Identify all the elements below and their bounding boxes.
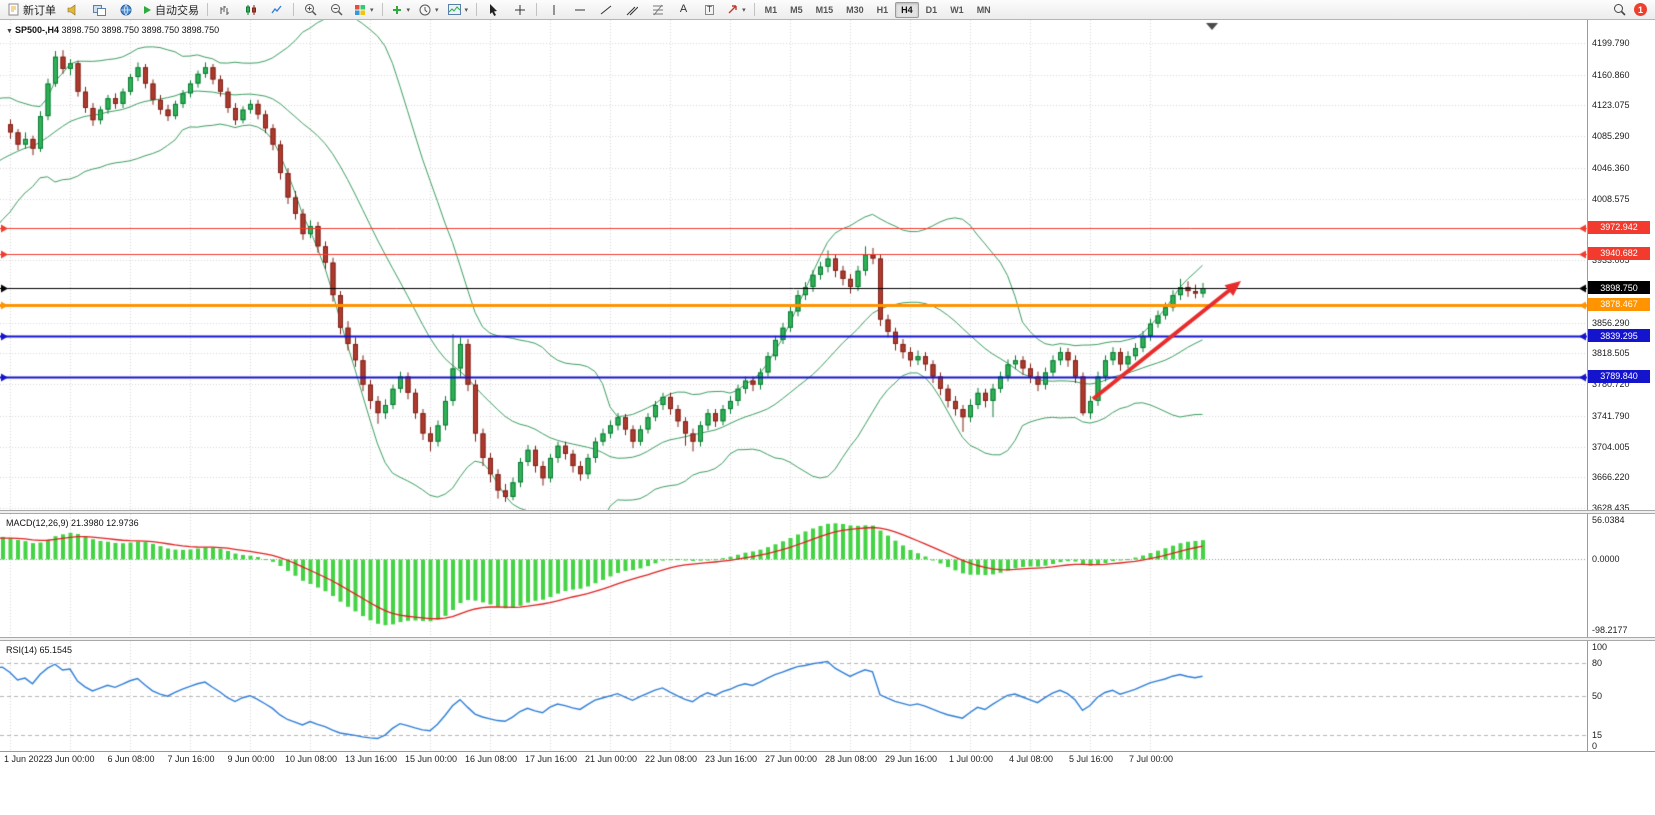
text-tool-button[interactable]: A xyxy=(671,0,696,19)
chevron-down-icon: ▾ xyxy=(464,6,469,14)
fibonacci-icon xyxy=(652,4,664,16)
search-icon xyxy=(1613,3,1626,16)
notification-badge[interactable]: 1 xyxy=(1634,3,1647,16)
sound-button[interactable] xyxy=(61,0,86,19)
ohlc-values: 3898.750 3898.750 3898.750 3898.750 xyxy=(61,25,220,35)
crosshair-icon xyxy=(514,4,526,16)
bar-chart-mode-button[interactable] xyxy=(212,0,237,19)
timeframe-button-M5[interactable]: M5 xyxy=(790,4,803,15)
new-order-label: 新订单 xyxy=(23,4,56,17)
windows-icon xyxy=(93,4,106,16)
label-tool-button[interactable]: T xyxy=(697,0,722,19)
trendline-tool-button[interactable] xyxy=(593,0,618,19)
timeframe-button-M1[interactable]: M1 xyxy=(764,4,778,15)
channel-tool-button[interactable] xyxy=(619,0,644,19)
play-icon xyxy=(143,5,152,15)
timeframe-group: M1 M5 M15 M30 H1 H4 D1 W1 MN xyxy=(759,1,997,18)
web-button[interactable] xyxy=(113,0,138,19)
toolbar-separator xyxy=(536,3,538,16)
chevron-down-icon: ▾ xyxy=(370,6,374,14)
new-order-button[interactable]: 新订单 xyxy=(4,0,60,19)
line-chart-mode-button[interactable] xyxy=(264,0,289,19)
chart-dropdown-icon: ▼ xyxy=(6,28,13,35)
price-axis-separator xyxy=(1587,20,1588,751)
timeframe-button-H1[interactable]: H1 xyxy=(876,4,889,15)
rsi-title: RSI(14) 65.1545 xyxy=(6,645,72,655)
globe-icon xyxy=(120,4,132,16)
candle-chart-mode-button[interactable] xyxy=(238,0,263,19)
vertical-line-tool-button[interactable] xyxy=(541,0,566,19)
speaker-icon xyxy=(67,3,80,16)
zoom-out-button[interactable] xyxy=(324,0,349,19)
auto-trading-button[interactable]: 自动交易 xyxy=(139,0,203,19)
chart-title: ▼ SP500-,H4 3898.750 3898.750 3898.750 38… xyxy=(6,25,219,35)
timeframe-button-M15[interactable]: M15 xyxy=(815,4,834,15)
new-order-icon xyxy=(8,3,20,16)
bar-chart-icon xyxy=(219,4,231,16)
trendline-icon xyxy=(600,4,612,16)
arrows-icon xyxy=(727,4,738,15)
toolbar-separator xyxy=(381,3,383,16)
vertical-line-icon xyxy=(549,4,559,16)
timeframe-button-M30[interactable]: M30 xyxy=(846,4,864,15)
line-chart-icon xyxy=(270,4,283,16)
tile-windows-icon xyxy=(354,4,366,16)
cursor-tool-button[interactable] xyxy=(481,0,506,19)
timeframe-button-MN[interactable]: MN xyxy=(976,4,991,15)
toolbar-separator xyxy=(476,3,478,16)
timeframe-button-H4[interactable]: H4 xyxy=(895,1,919,18)
zoom-out-icon xyxy=(330,3,343,16)
add-indicator-icon xyxy=(391,4,403,16)
panel-splitter[interactable] xyxy=(0,637,1655,641)
chevron-down-icon: ▾ xyxy=(742,6,746,14)
horizontal-line-icon xyxy=(574,5,586,15)
rsi-label: RSI(14) xyxy=(6,645,38,655)
timeframe-button-W1[interactable]: W1 xyxy=(950,4,964,15)
periods-button[interactable]: ▾ xyxy=(415,0,443,19)
chevron-down-icon: ▾ xyxy=(406,6,411,14)
search-button[interactable] xyxy=(1607,0,1632,19)
zoom-in-icon xyxy=(304,3,317,16)
macd-title: MACD(12,26,9) 21.3980 12.9736 xyxy=(6,518,139,528)
chevron-down-icon: ▾ xyxy=(435,6,439,14)
templates-button[interactable]: ▾ xyxy=(444,0,473,19)
crosshair-tool-button[interactable] xyxy=(507,0,532,19)
toolbar-separator xyxy=(293,3,294,16)
time-axis[interactable] xyxy=(0,752,1587,770)
arrows-tool-button[interactable]: ▾ xyxy=(723,0,750,19)
zoom-in-button[interactable] xyxy=(298,0,323,19)
timeframe-button-D1[interactable]: D1 xyxy=(925,4,938,15)
toolbar-separator xyxy=(207,3,208,16)
channel-icon xyxy=(626,4,638,16)
rsi-value: 65.1545 xyxy=(39,645,73,655)
toolbar-separator xyxy=(753,3,755,16)
main-toolbar: 新订单 自动交易 ▾ ▾ ▾ ▾ A T ▾ M1 M5 M15 M30 H1 H4 D1 W… xyxy=(0,0,1655,20)
panel-splitter[interactable] xyxy=(0,510,1655,514)
label-icon: T xyxy=(705,4,714,15)
macd-values: 21.3980 12.9736 xyxy=(71,518,139,528)
candlestick-chart-icon xyxy=(245,4,257,16)
horizontal-line-tool-button[interactable] xyxy=(567,0,592,19)
market-watch-button[interactable] xyxy=(87,0,112,19)
text-icon: A xyxy=(679,3,688,15)
symbol-label: SP500-,H4 xyxy=(14,25,59,35)
price-axis[interactable] xyxy=(1588,20,1655,751)
clock-icon xyxy=(419,4,431,16)
template-icon xyxy=(447,4,461,15)
auto-trading-label: 自动交易 xyxy=(155,4,199,17)
tile-windows-button[interactable]: ▾ xyxy=(350,0,378,19)
add-indicator-button[interactable]: ▾ xyxy=(387,0,415,19)
macd-label: MACD(12,26,9) xyxy=(6,518,69,528)
cursor-icon xyxy=(488,3,499,16)
time-axis-separator xyxy=(0,751,1655,752)
fibonacci-tool-button[interactable] xyxy=(645,0,670,19)
